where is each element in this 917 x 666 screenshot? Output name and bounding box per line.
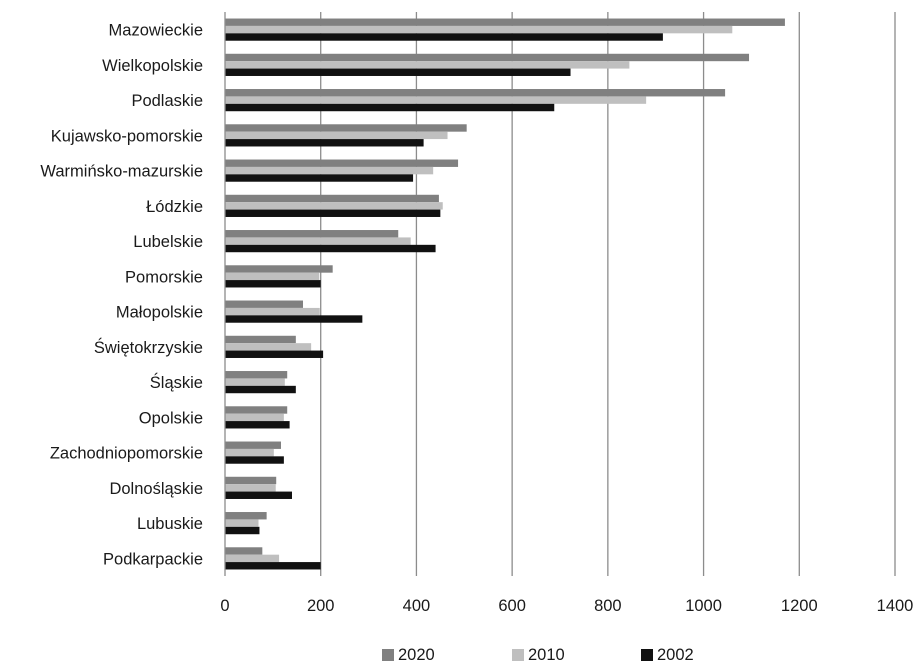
bar-slaskie-2020 bbox=[225, 371, 288, 379]
bar-kujawsko-pomorskie-2020 bbox=[225, 124, 467, 132]
bar-opolskie-2010 bbox=[225, 413, 284, 422]
bar-podlaskie-2010 bbox=[225, 96, 647, 104]
bar-swietokrzyskie-2002 bbox=[225, 350, 324, 358]
bar-zachodniopomorskie-2020 bbox=[225, 441, 281, 449]
bars bbox=[225, 18, 785, 570]
bar-pomorskie-2002 bbox=[225, 280, 321, 288]
bar-zachodniopomorskie-2002 bbox=[225, 456, 284, 464]
legend: 2020 2010 2002 bbox=[382, 646, 694, 664]
category-label-podkarpackie: Podkarpackie bbox=[103, 550, 203, 568]
bar-dolnoslaskie-2010 bbox=[225, 484, 276, 492]
category-label-lodzkie: Łódzkie bbox=[146, 198, 203, 216]
bar-lodzkie-2010 bbox=[225, 202, 443, 210]
bar-slaskie-2002 bbox=[225, 385, 296, 394]
bar-lodzkie-2002 bbox=[225, 209, 441, 217]
x-tick-label-1000: 1000 bbox=[685, 597, 722, 615]
category-label-opolskie: Opolskie bbox=[139, 409, 203, 427]
x-tick-label-600: 600 bbox=[498, 597, 526, 615]
legend-swatch-2020 bbox=[382, 649, 394, 661]
x-tick-label-0: 0 bbox=[220, 597, 229, 615]
legend-label-2002: 2002 bbox=[657, 646, 694, 661]
bar-warminsko-mazurskie-2002 bbox=[225, 174, 414, 182]
bar-slaskie-2010 bbox=[225, 378, 285, 386]
bar-zachodniopomorskie-2010 bbox=[225, 448, 274, 457]
x-tick-label-1400: 1400 bbox=[877, 597, 914, 615]
legend-swatch-2010 bbox=[512, 649, 524, 661]
x-tick-label-1200: 1200 bbox=[781, 597, 818, 615]
bar-lubuskie-2002 bbox=[225, 526, 260, 535]
bar-lubelskie-2010 bbox=[225, 237, 411, 245]
bar-podkarpackie-2002 bbox=[225, 562, 321, 570]
bar-lodzkie-2020 bbox=[225, 194, 439, 203]
category-label-warminsko-mazurskie: Warmińsko-mazurskie bbox=[40, 163, 203, 181]
bar-warminsko-mazurskie-2010 bbox=[225, 166, 434, 175]
legend-swatch-2002 bbox=[641, 649, 653, 661]
category-label-lubuskie: Lubuskie bbox=[137, 515, 203, 533]
category-label-swietokrzyskie: Świętokrzyskie bbox=[94, 338, 203, 357]
category-label-wielkopolskie: Wielkopolskie bbox=[102, 57, 203, 75]
x-tick-labels: 0 200 400 600 800 1000 1200 1400 bbox=[220, 597, 913, 615]
bar-wielkopolskie-2010 bbox=[225, 61, 630, 69]
bar-malopolskie-2002 bbox=[225, 315, 363, 323]
bar-malopolskie-2020 bbox=[225, 300, 304, 308]
bar-warminsko-mazurskie-2020 bbox=[225, 159, 459, 167]
bar-dolnoslaskie-2002 bbox=[225, 491, 292, 499]
category-label-zachodniopomorskie: Zachodniopomorskie bbox=[50, 445, 203, 463]
bar-podlaskie-2002 bbox=[225, 103, 555, 112]
category-label-podlaskie: Podlaskie bbox=[131, 92, 203, 110]
bar-lubuskie-2020 bbox=[225, 512, 267, 520]
bar-podkarpackie-2010 bbox=[225, 554, 280, 563]
bar-mazowieckie-2010 bbox=[225, 25, 733, 34]
category-label-lubelskie: Lubelskie bbox=[133, 233, 203, 251]
bar-swietokrzyskie-2010 bbox=[225, 343, 312, 351]
bar-opolskie-2002 bbox=[225, 421, 290, 429]
x-tick-label-200: 200 bbox=[307, 597, 335, 615]
bar-podkarpackie-2020 bbox=[225, 547, 263, 555]
bar-lubelskie-2020 bbox=[225, 230, 399, 238]
x-tick-label-800: 800 bbox=[594, 597, 622, 615]
bar-kujawsko-pomorskie-2010 bbox=[225, 131, 448, 140]
legend-label-2010: 2010 bbox=[528, 646, 565, 661]
bar-lubelskie-2002 bbox=[225, 244, 436, 253]
bar-dolnoslaskie-2020 bbox=[225, 476, 277, 485]
x-tick-label-400: 400 bbox=[403, 597, 431, 615]
category-label-slaskie: Śląskie bbox=[150, 373, 203, 392]
bar-pomorskie-2010 bbox=[225, 272, 320, 281]
category-label-malopolskie: Małopolskie bbox=[116, 304, 203, 322]
bar-mazowieckie-2002 bbox=[225, 33, 663, 41]
bar-opolskie-2020 bbox=[225, 406, 288, 414]
bar-swietokrzyskie-2020 bbox=[225, 335, 296, 344]
category-label-mazowieckie: Mazowieckie bbox=[109, 22, 203, 40]
bar-lubuskie-2010 bbox=[225, 519, 259, 527]
bar-wielkopolskie-2020 bbox=[225, 53, 750, 62]
category-label-pomorskie: Pomorskie bbox=[125, 268, 203, 286]
category-labels: Mazowieckie Wielkopolskie Podlaskie Kujawsk… bbox=[40, 22, 203, 569]
bar-kujawsko-pomorskie-2002 bbox=[225, 139, 424, 147]
bar-mazowieckie-2020 bbox=[225, 18, 785, 26]
category-label-dolnoslaskie: Dolnośląskie bbox=[109, 480, 203, 498]
category-label-kujawsko-pomorskie: Kujawsko-pomorskie bbox=[51, 127, 203, 145]
bar-podlaskie-2020 bbox=[225, 89, 726, 97]
legend-label-2020: 2020 bbox=[398, 646, 435, 661]
bar-wielkopolskie-2002 bbox=[225, 68, 571, 76]
bar-malopolskie-2010 bbox=[225, 307, 320, 316]
bar-pomorskie-2020 bbox=[225, 265, 333, 273]
